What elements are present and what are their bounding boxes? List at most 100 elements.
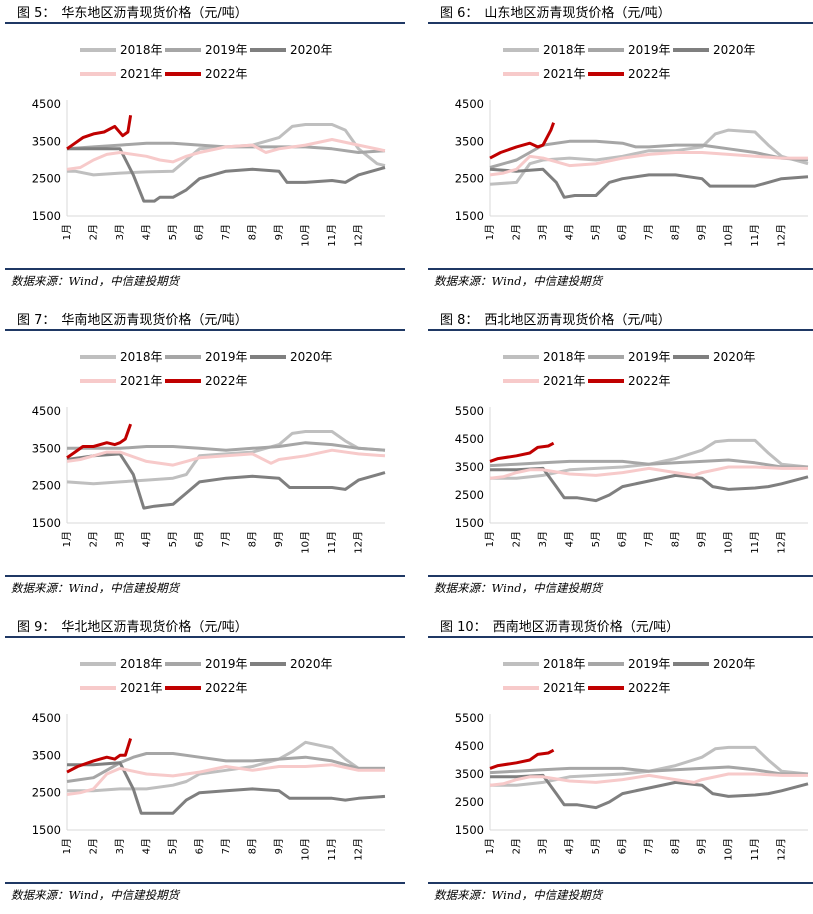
x-tick-label: 1月 xyxy=(61,224,73,240)
x-tick-label: 10月 xyxy=(300,224,312,247)
series-line-2019 xyxy=(489,458,808,469)
source-note: 数据来源：Wind，中信建投期货 xyxy=(11,887,179,903)
source-text: Wind，中信建投期货 xyxy=(491,274,603,288)
y-tick-label: 1500 xyxy=(455,209,484,223)
series-line-2021 xyxy=(66,763,385,796)
legend-label: 2019年 xyxy=(205,657,248,671)
x-tick-label: 9月 xyxy=(696,838,708,854)
source-label: 数据来源 xyxy=(11,581,57,595)
y-tick-label: 4500 xyxy=(32,711,61,725)
x-tick-label: 4月 xyxy=(564,224,576,240)
x-tick-label: 9月 xyxy=(696,531,708,547)
legend-item: 2020年 xyxy=(250,350,333,364)
legend-label: 2022年 xyxy=(628,67,671,81)
x-tick-label: 5月 xyxy=(167,838,179,854)
source-separator: ： xyxy=(480,888,492,902)
y-tick-label: 3500 xyxy=(455,460,484,474)
figure-number: 图 5： xyxy=(17,6,56,21)
source-separator: ： xyxy=(480,274,492,288)
source-text: Wind，中信建投期货 xyxy=(68,581,180,595)
legend-label: 2022年 xyxy=(205,681,248,695)
chart-panel: 图 7： 华南地区沥青现货价格（元/吨） 2018年 2019年 2020年 2021年 2… xyxy=(5,307,405,607)
chart-panel: 图 5： 华东地区沥青现货价格（元/吨） 2018年 2019年 2020年 2021年 2… xyxy=(5,0,405,300)
x-tick-label: 12月 xyxy=(776,838,788,861)
y-tick-label: 2500 xyxy=(32,172,61,186)
y-tick-label: 5500 xyxy=(455,711,484,725)
series-line-2021 xyxy=(489,151,808,177)
legend-item: 2018年 xyxy=(503,43,586,57)
series-line-2020 xyxy=(67,147,386,203)
line-chart: 2018年 2019年 2020年 2021年 2022年 1500 2500 3500 450… xyxy=(32,350,386,554)
legend-label: 2020年 xyxy=(290,350,333,364)
x-tick-label: 11月 xyxy=(749,531,761,554)
figure-title: 西北地区沥青现货价格（元/吨） xyxy=(484,313,671,328)
x-tick-label: 8月 xyxy=(247,224,259,240)
x-tick-label: 12月 xyxy=(353,838,365,861)
series-line-2022 xyxy=(489,748,555,770)
series-line-2018 xyxy=(489,128,809,186)
legend-label: 2022年 xyxy=(205,374,248,388)
series-line-2020 xyxy=(66,452,386,510)
series-line-2022 xyxy=(489,122,556,160)
x-tick-label: 8月 xyxy=(670,531,682,547)
figure-number: 图 6： xyxy=(440,6,479,21)
series-line-2021 xyxy=(489,772,808,787)
source-text: Wind，中信建投期货 xyxy=(491,888,603,902)
legend-label: 2021年 xyxy=(120,374,163,388)
x-tick-label: 7月 xyxy=(643,224,655,240)
series-line-2018 xyxy=(66,430,386,486)
legend-label: 2018年 xyxy=(120,43,163,57)
source-label: 数据来源 xyxy=(434,274,480,288)
chart-panel: 图 10： 西南地区沥青现货价格（元/吨） 2018年 2019年 2020年 2021年… xyxy=(428,614,813,914)
x-tick-label: 10月 xyxy=(723,224,735,247)
y-tick-label: 2500 xyxy=(455,795,484,809)
series-line-2020 xyxy=(489,167,809,199)
series-line-2019 xyxy=(66,752,385,783)
x-tick-label: 1月 xyxy=(484,838,496,854)
chart-panel: 图 9： 华北地区沥青现货价格（元/吨） 2018年 2019年 2020年 2021年 2… xyxy=(5,614,405,914)
y-tick-label: 1500 xyxy=(455,516,484,530)
top-rule xyxy=(428,22,813,24)
series-line-2020 xyxy=(490,466,809,503)
y-tick-label: 4500 xyxy=(32,97,61,111)
legend-label: 2022年 xyxy=(205,67,248,81)
top-rule xyxy=(428,329,813,331)
legend-item: 2018年 xyxy=(503,350,586,364)
legend-label: 2020年 xyxy=(713,43,756,57)
y-tick-label: 4500 xyxy=(455,739,484,753)
legend-item: 2018年 xyxy=(503,657,586,671)
legend-item: 2021年 xyxy=(503,681,586,695)
series-line-2022 xyxy=(66,423,133,459)
source-note: 数据来源：Wind，中信建投期货 xyxy=(434,273,602,289)
legend-item: 2020年 xyxy=(673,350,756,364)
x-tick-label: 8月 xyxy=(670,224,682,240)
x-tick-label: 4月 xyxy=(141,531,153,547)
top-rule xyxy=(5,329,405,331)
legend-item: 2020年 xyxy=(673,657,756,671)
line-chart: 2018年 2019年 2020年 2021年 2022年 1500 2500 3500 450… xyxy=(455,350,809,554)
y-tick-label: 1500 xyxy=(455,823,484,837)
source-note: 数据来源：Wind，中信建投期货 xyxy=(11,273,179,289)
y-tick-label: 2500 xyxy=(32,479,61,493)
x-tick-label: 8月 xyxy=(670,838,682,854)
legend-label: 2022年 xyxy=(628,374,671,388)
bottom-rule xyxy=(5,575,405,577)
legend-label: 2019年 xyxy=(628,43,671,57)
x-tick-label: 1月 xyxy=(61,838,73,854)
legend-item: 2020年 xyxy=(673,43,756,57)
y-tick-label: 2500 xyxy=(455,172,484,186)
legend-label: 2018年 xyxy=(543,43,586,57)
figure-number: 图 8： xyxy=(440,313,479,328)
series-line-2019 xyxy=(489,765,808,776)
source-text: Wind，中信建投期货 xyxy=(68,888,180,902)
legend-label: 2021年 xyxy=(120,681,163,695)
x-tick-label: 6月 xyxy=(194,224,206,240)
legend-label: 2020年 xyxy=(290,657,333,671)
legend-item: 2018年 xyxy=(80,657,163,671)
x-tick-label: 2月 xyxy=(88,224,100,240)
x-tick-label: 11月 xyxy=(326,838,338,861)
legend-item: 2021年 xyxy=(503,374,586,388)
x-tick-label: 5月 xyxy=(167,224,179,240)
chart-title: 图 10： 西南地区沥青现货价格（元/吨） xyxy=(440,616,685,635)
figure-title: 华南地区沥青现货价格（元/吨） xyxy=(61,313,248,328)
